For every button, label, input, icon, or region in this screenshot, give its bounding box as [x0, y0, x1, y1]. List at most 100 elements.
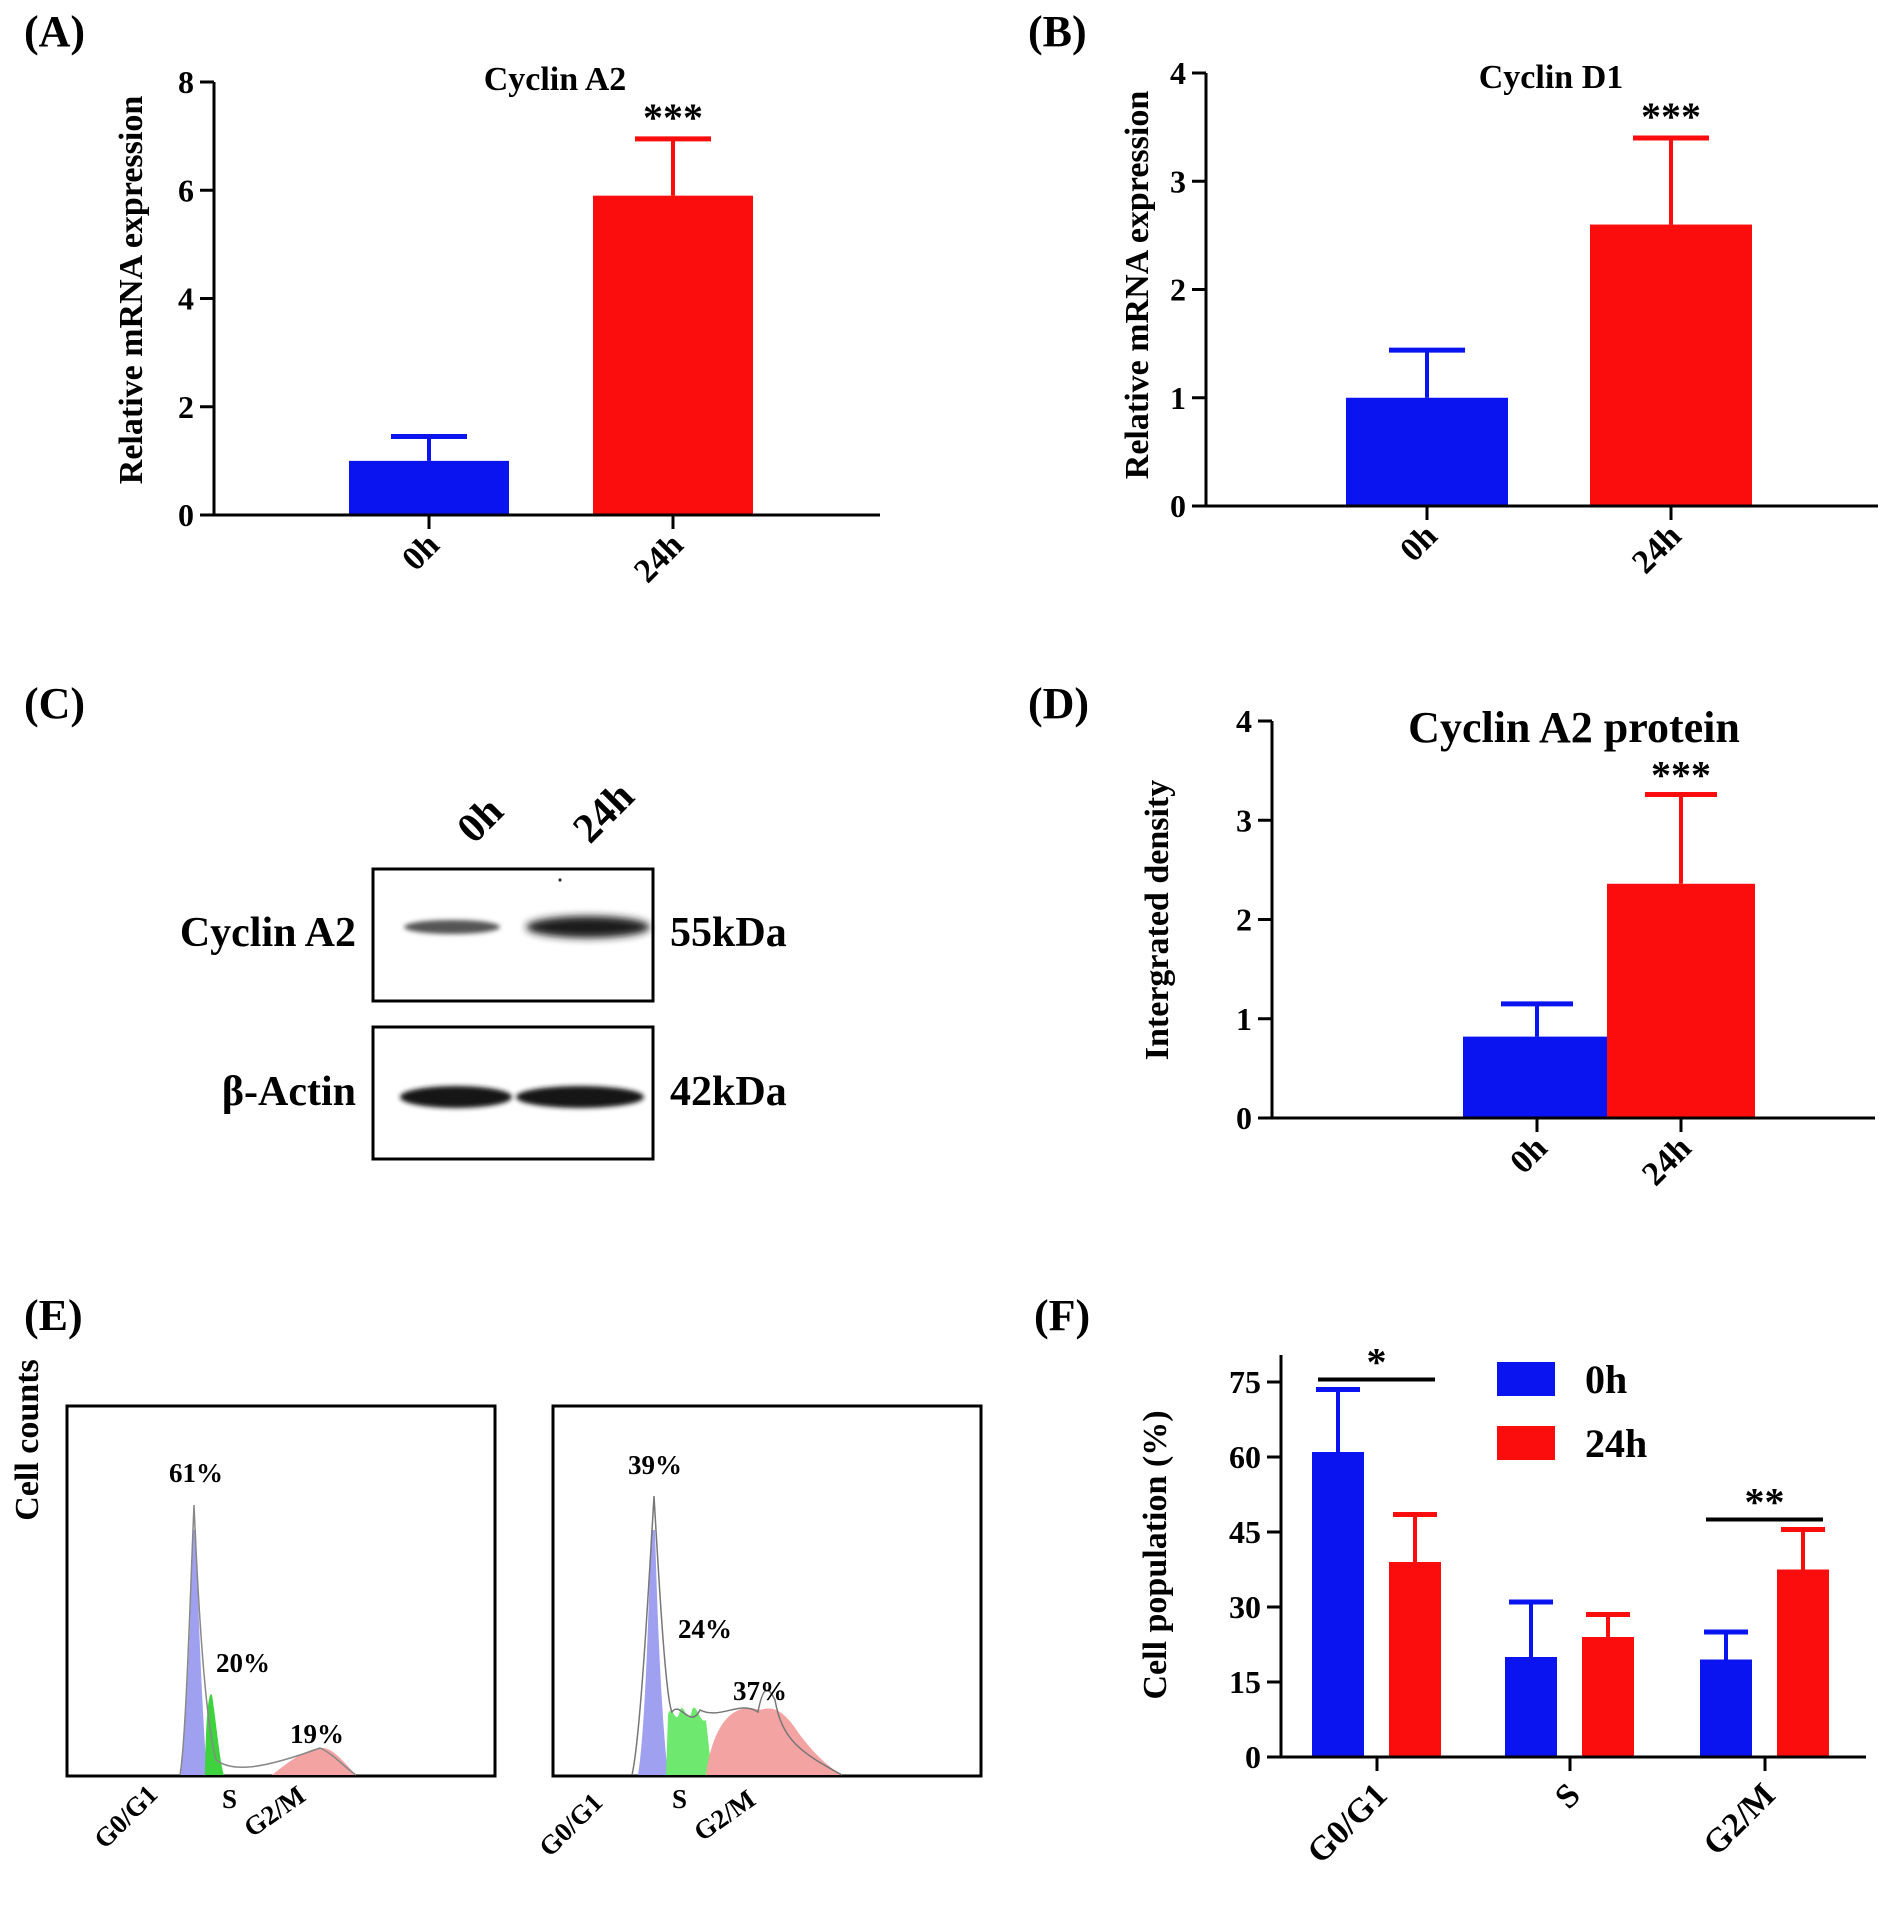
- flow-xlabel: S: [672, 1784, 687, 1814]
- panel-label-f: (F): [1034, 1291, 1090, 1340]
- legend-swatch: [1497, 1362, 1555, 1396]
- bar: [1346, 397, 1508, 506]
- x-category-label: G0/G1: [1300, 1776, 1394, 1870]
- flow-s-phase: [205, 1694, 224, 1775]
- legend-label: 24h: [1585, 1421, 1647, 1466]
- flow-s-phase: [666, 1707, 712, 1775]
- y-tick-label: 45: [1229, 1514, 1261, 1550]
- flow-histogram-0h: 61% 20% 19% G0/G1 S G2/M: [65, 1404, 497, 1854]
- flow-percent-g1: 61%: [169, 1458, 223, 1488]
- panel-label-b: (B): [1028, 7, 1087, 56]
- flow-xlabel: G2/M: [688, 1784, 761, 1847]
- wb-speck: [558, 878, 562, 882]
- legend-swatch: [1497, 1426, 1555, 1460]
- flow-percent-g2m: 37%: [733, 1676, 787, 1706]
- significance-marker: ***: [1651, 752, 1711, 797]
- chart-f-cell-population: G0/G1 * S G2/M ** 0 15 30 45 60 75 Cell population …: [1137, 1340, 1866, 1871]
- y-tick-label: 2: [1170, 272, 1186, 308]
- x-category-label: 24h: [627, 526, 691, 590]
- significance-marker: *: [1367, 1340, 1387, 1385]
- wb-band: [516, 1086, 644, 1108]
- wb-band-size: 42kDa: [670, 1069, 787, 1115]
- flow-cytometry: Cell counts 61% 20% 19% G0/G1 S G2/M 39%…: [9, 1359, 983, 1862]
- y-tick-label: 6: [178, 172, 194, 208]
- flow-ylabel: Cell counts: [9, 1359, 46, 1521]
- x-category-label: 24h: [1635, 1129, 1699, 1193]
- y-tick-label: 2: [1236, 902, 1252, 938]
- flow-xlabel: G0/G1: [533, 1787, 608, 1862]
- bar: [1700, 1659, 1752, 1757]
- legend-label: 0h: [1585, 1357, 1627, 1402]
- bar: [1312, 1452, 1364, 1757]
- y-tick-label: 75: [1229, 1364, 1261, 1400]
- wb-band-size: 55kDa: [670, 910, 787, 956]
- x-category-label: 0h: [1393, 517, 1445, 569]
- x-category-label: 0h: [1503, 1129, 1555, 1181]
- flow-percent-s: 20%: [216, 1648, 270, 1678]
- y-tick-label: 4: [178, 281, 194, 317]
- y-tick-label: 4: [1170, 55, 1186, 91]
- flow-fit-line: [179, 1504, 357, 1776]
- wb-band: [526, 916, 650, 938]
- bar: [1463, 1036, 1611, 1118]
- flow-fit-line: [631, 1495, 843, 1776]
- bar: [1590, 224, 1752, 507]
- y-tick-label: 0: [1170, 488, 1186, 524]
- flow-xlabel: G2/M: [238, 1780, 311, 1843]
- y-tick-label: 1: [1170, 380, 1186, 416]
- bar: [1777, 1569, 1829, 1757]
- y-tick-label: 1: [1236, 1001, 1252, 1037]
- y-axis-label: Relative mRNA expression: [1119, 91, 1156, 480]
- wb-band-name: Cyclin A2: [180, 910, 356, 956]
- bar: [593, 195, 753, 515]
- y-tick-label: 0: [1245, 1739, 1261, 1775]
- bar: [349, 460, 509, 515]
- panel-label-e: (E): [24, 1291, 83, 1340]
- flow-xlabel: S: [222, 1784, 237, 1814]
- x-category-label: 24h: [1625, 517, 1689, 581]
- chart-b-cyclin-d1-mrna: 0h *** 24h 0 1 2 3 4 Cyclin D1 Relative mRNA expr…: [1119, 55, 1878, 581]
- flow-percent-g1: 39%: [628, 1450, 682, 1480]
- flow-g2m-peak: [272, 1747, 356, 1775]
- y-tick-label: 0: [178, 497, 194, 533]
- flow-g2m-peak: [706, 1708, 842, 1775]
- flow-frame: [65, 1404, 497, 1778]
- y-tick-label: 8: [178, 64, 194, 100]
- flow-histogram-24h: 39% 24% 37% G0/G1 S G2/M: [533, 1404, 983, 1862]
- y-axis-label: Intergrated density: [1139, 780, 1176, 1060]
- flow-xlabel: G0/G1: [88, 1779, 163, 1854]
- wb-band-name: β-Actin: [222, 1069, 356, 1115]
- panel-label-a: (A): [24, 7, 85, 56]
- bar: [1582, 1637, 1634, 1757]
- panel-label-c: (C): [24, 679, 85, 728]
- x-category-label: 0h: [395, 526, 447, 578]
- chart-title: Cyclin D1: [1479, 59, 1624, 96]
- chart-a-cyclin-a2-mrna: 0h *** 24h 0 2 4 6 8 Cyclin A2 Relative mRNA expr…: [113, 61, 880, 590]
- y-tick-label: 4: [1236, 703, 1252, 739]
- flow-percent-g2m: 19%: [290, 1719, 344, 1749]
- y-tick-label: 3: [1170, 163, 1186, 199]
- wb-lane-label: 24h: [565, 773, 644, 852]
- chart-title: Cyclin A2: [484, 61, 627, 98]
- y-tick-label: 2: [178, 389, 194, 425]
- significance-marker: ***: [1641, 94, 1701, 139]
- flow-percent-s: 24%: [678, 1614, 732, 1644]
- western-blot: 0h 24h Cyclin A2 55kDa β-Actin 42kDa: [180, 773, 787, 1161]
- panel-label-d: (D): [1028, 679, 1089, 728]
- wb-band: [404, 920, 500, 934]
- wb-lane-label: 0h: [449, 788, 513, 852]
- y-tick-label: 3: [1236, 802, 1252, 838]
- significance-marker: ***: [643, 95, 703, 140]
- y-tick-label: 15: [1229, 1664, 1261, 1700]
- bar: [1389, 1562, 1441, 1757]
- y-axis-label: Relative mRNA expression: [113, 96, 150, 485]
- bar: [1505, 1657, 1557, 1757]
- flow-g1-peak: [180, 1530, 207, 1775]
- x-category-label: S: [1548, 1776, 1588, 1816]
- y-axis-label: Cell population (%): [1137, 1410, 1174, 1699]
- chart-d-cyclin-a2-protein: 0h *** 24h 0 1 2 3 4 Cyclin A2 protein Intergrate…: [1139, 703, 1875, 1193]
- flow-g1-peak: [638, 1530, 668, 1775]
- wb-band: [400, 1086, 512, 1108]
- chart-title: Cyclin A2 protein: [1408, 703, 1740, 752]
